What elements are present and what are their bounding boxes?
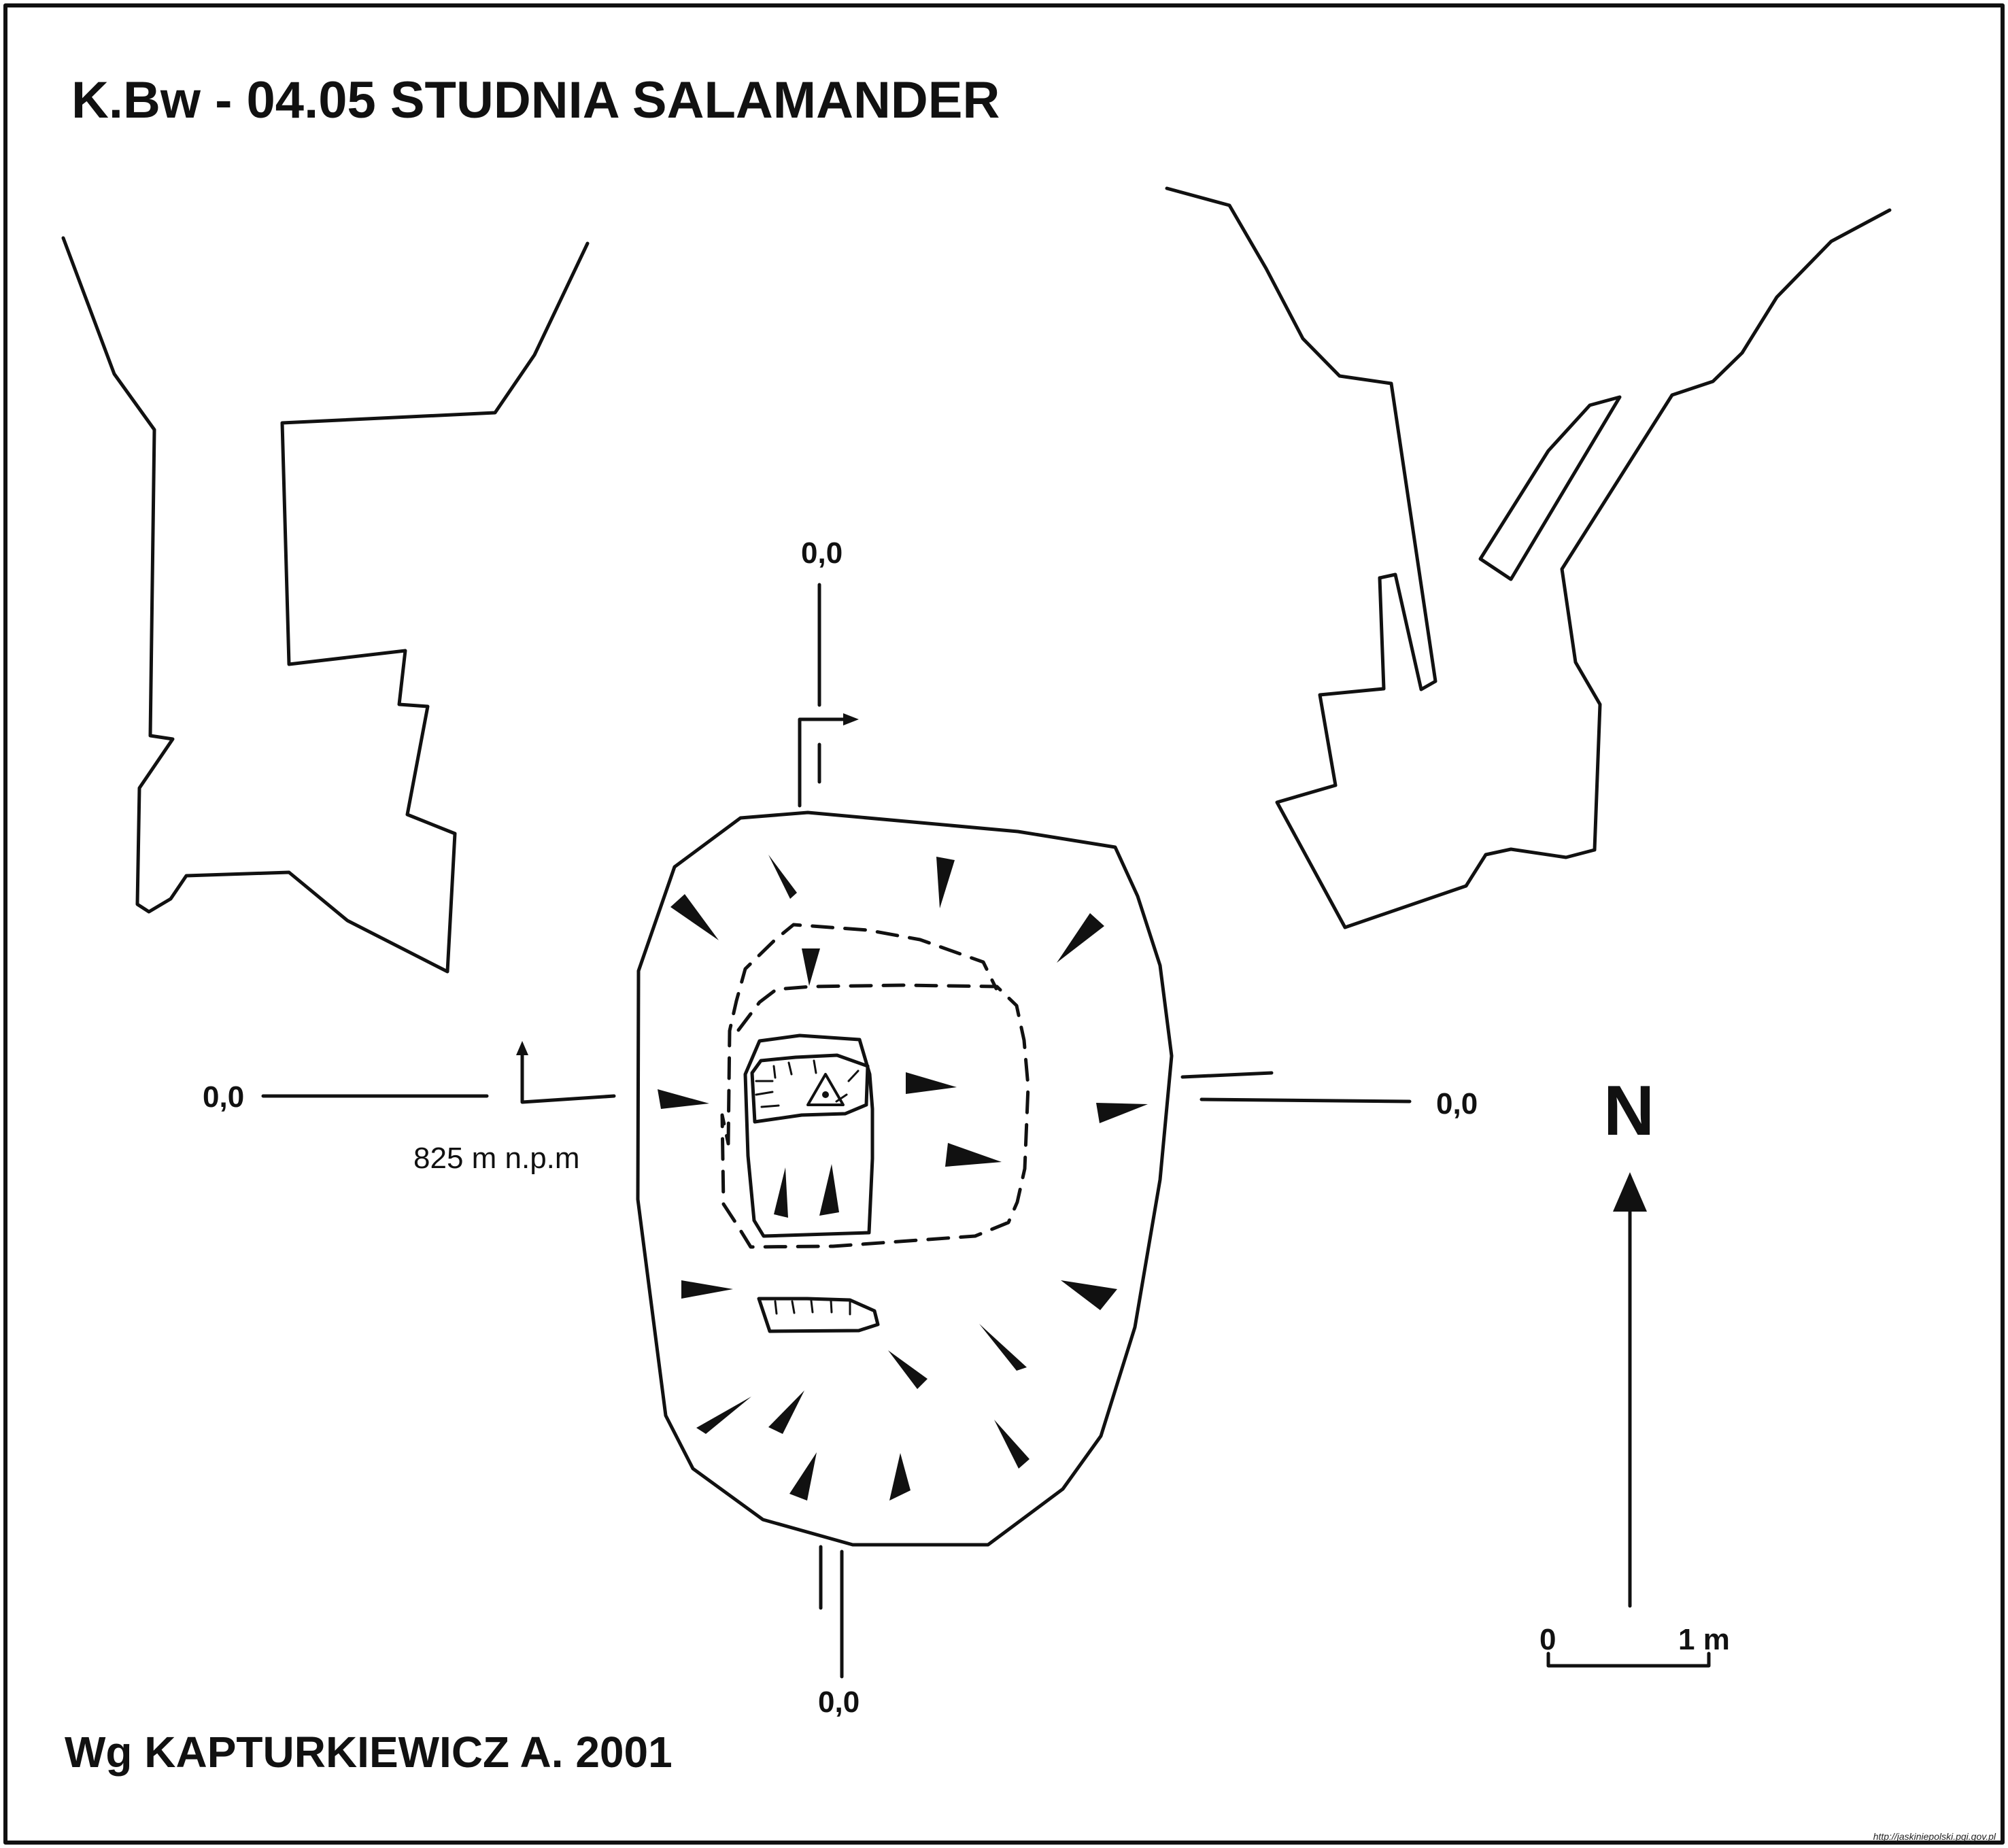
scale-end-label: 1 m xyxy=(1678,1623,1730,1656)
right-narrow-fissure xyxy=(1478,395,1622,581)
slope-hachures xyxy=(658,855,1148,1501)
north-label: N xyxy=(1603,1072,1655,1150)
scale-bar xyxy=(1546,1652,1711,1668)
block-hatches xyxy=(755,1059,860,1316)
inner-passage xyxy=(743,1033,874,1238)
lower-ledge xyxy=(757,1297,880,1333)
altitude-label: 825 m n.p.m xyxy=(413,1142,580,1175)
north-arrow-head xyxy=(1613,1172,1647,1212)
block-pile xyxy=(750,1053,870,1124)
datum-label-right: 0,0 xyxy=(1436,1087,1478,1120)
section-line-left xyxy=(261,1048,616,1104)
shaft-outline xyxy=(636,810,1174,1547)
datum-label-top: 0,0 xyxy=(801,536,843,570)
section-line-right xyxy=(1180,1071,1412,1103)
section-arrow-left xyxy=(516,1041,528,1055)
source-url: http://jaskiniepolski.pgi.gov.pl xyxy=(1873,1831,1996,1842)
section-line-top xyxy=(798,583,855,808)
scale-start-label: 0 xyxy=(1539,1623,1556,1656)
datum-label-bottom: 0,0 xyxy=(818,1686,860,1719)
section-line-bottom xyxy=(819,1545,844,1679)
right-surface-outline xyxy=(1165,186,1892,929)
author-credit: Wg KAPTURKIEWICZ A. 2001 xyxy=(65,1728,673,1777)
left-surface-outline xyxy=(61,236,590,974)
survey-point-dot xyxy=(822,1091,829,1098)
survey-point-icon xyxy=(806,1073,845,1106)
section-arrow-top xyxy=(843,713,859,725)
dashed-outline-upper xyxy=(726,923,998,1146)
dashed-outline-lower xyxy=(720,983,1030,1249)
datum-label-left: 0,0 xyxy=(203,1080,245,1114)
map-title: K.Bw - 04.05 STUDNIA SALAMANDER xyxy=(71,71,1000,129)
map-frame xyxy=(3,3,2005,1845)
